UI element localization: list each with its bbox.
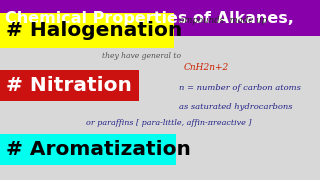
- Text: or paraffins [ para-little, affin-πreactive ]: or paraffins [ para-little, affin-πreact…: [86, 119, 252, 127]
- Text: CnH2n+2: CnH2n+2: [184, 63, 229, 72]
- Text: # Halogenation: # Halogenation: [6, 21, 182, 40]
- Text: # Nitration: # Nitration: [6, 76, 132, 95]
- FancyBboxPatch shape: [0, 134, 176, 165]
- FancyBboxPatch shape: [0, 13, 174, 48]
- Text: n = number of carbon atoms: n = number of carbon atoms: [179, 84, 301, 92]
- Text: Chemical Properties of Alkanes,: Chemical Properties of Alkanes,: [5, 11, 294, 26]
- FancyBboxPatch shape: [0, 0, 320, 36]
- Text: ompounds  made up: ompounds made up: [179, 16, 267, 25]
- Text: they have general to: they have general to: [102, 52, 181, 60]
- Text: as saturated hydrocarbons: as saturated hydrocarbons: [179, 103, 293, 111]
- FancyBboxPatch shape: [0, 70, 139, 101]
- Text: # Aromatization: # Aromatization: [6, 140, 191, 159]
